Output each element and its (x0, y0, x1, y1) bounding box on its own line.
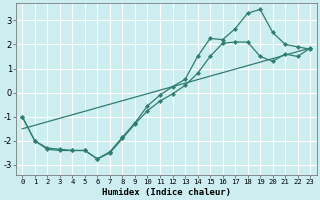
X-axis label: Humidex (Indice chaleur): Humidex (Indice chaleur) (102, 188, 231, 197)
